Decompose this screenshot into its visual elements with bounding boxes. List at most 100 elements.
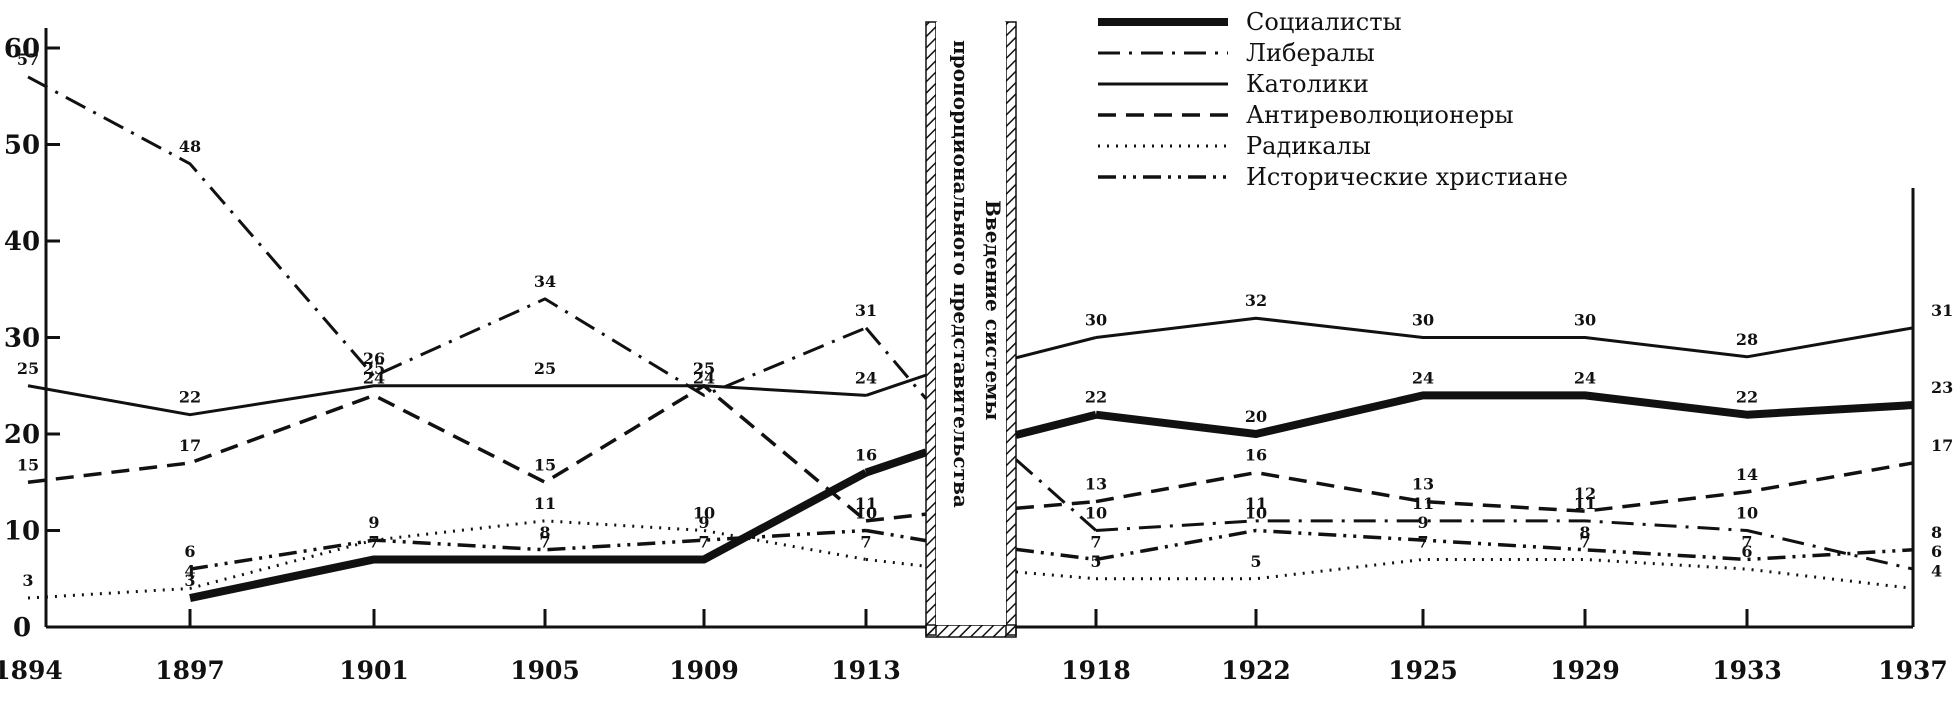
y-tick-label: 40 [4,227,40,257]
data-label: 7 [1090,532,1101,551]
y-tick-label: 30 [4,324,40,354]
data-label: 7 [860,532,871,551]
x-tick-label: 1905 [510,656,580,685]
x-tick-label: 1925 [1388,656,1458,685]
legend-label: Антиреволюционеры [1246,101,1514,129]
data-label: 24 [1412,368,1434,387]
data-label: 17 [1931,436,1953,455]
data-label: 9 [698,513,709,532]
data-label: 24 [363,368,385,387]
data-label: 8 [539,523,550,542]
series-connector-right [1015,458,1097,532]
annotation-line-1: Введение системы [981,200,1005,420]
data-label: 11 [1412,494,1434,513]
data-label: 7 [1741,532,1752,551]
data-label: 32 [1245,291,1267,310]
data-label: 23 [1931,378,1953,397]
x-tick-label: 1909 [669,656,739,685]
data-label: 7 [368,532,379,551]
data-label: 4 [184,561,195,580]
data-label: 13 [1412,475,1434,494]
series-line-2 [27,384,867,417]
data-label: 12 [1574,484,1596,503]
data-label: 10 [693,504,715,523]
data-label: 22 [1085,388,1107,407]
annotation-line-2: пропорционального представительства [949,40,973,508]
y-tick-label: 20 [4,420,40,450]
data-label: 22 [179,388,201,407]
series-connector-right [1015,336,1097,360]
data-label: 25 [17,359,39,378]
annotation-band: Введение системы пропорционального предс… [925,21,1017,638]
series-line-1 [1095,519,1914,571]
data-label: 25 [693,359,715,378]
series-connector-left [865,557,927,568]
data-label: 7 [1579,532,1590,551]
data-label: 10 [1245,504,1267,523]
data-label: 28 [1736,330,1758,349]
x-tick-label: 1913 [831,656,901,685]
data-label: 10 [1085,504,1107,523]
data-label: 7 [698,532,709,551]
series-connector-left [865,373,927,397]
series-line-3 [27,384,868,523]
x-tick-label: 1929 [1550,656,1620,685]
data-label: 57 [17,50,39,69]
series-connector-left [865,528,927,543]
data-label: 13 [1085,475,1107,494]
series-connector-left [864,448,928,477]
data-label: 10 [855,504,877,523]
legend-label: Либералы [1246,39,1375,67]
legend: Социалисты Либералы Католики Антиреволюцион… [1098,8,1568,191]
data-label: 9 [368,513,379,532]
y-tick-label: 60 [4,34,40,64]
data-label: 6 [1931,542,1942,561]
data-label: 30 [1574,311,1596,330]
y-tick-label: 10 [4,517,40,547]
data-label: 10 [1736,504,1758,523]
data-label: 24 [855,368,877,387]
x-tick-label: 1901 [339,656,409,685]
data-label: 6 [1741,542,1752,561]
data-label: 48 [179,137,201,156]
data-label: 11 [534,494,556,513]
data-label: 5 [1090,552,1101,571]
data-label: 22 [1736,388,1758,407]
data-label: 4 [1931,561,1942,580]
annotation-band-left-hatch [925,21,937,636]
data-label: 25 [534,359,556,378]
data-label: 34 [534,272,556,291]
annotation-band-inner [936,22,1006,625]
data-label: 31 [855,301,877,320]
x-tick-label: 1922 [1221,656,1291,685]
data-label: 24 [693,368,715,387]
series-connector-left [865,512,927,523]
legend-label: Социалисты [1246,8,1402,36]
data-label: 25 [693,359,715,378]
annotation-band-bottom-hatch [925,624,1017,638]
series-line-socialists [189,469,868,602]
data-label: 3 [22,571,33,590]
data-label: 7 [539,532,550,551]
series-connector-right [1015,499,1097,511]
series-connector-right [1015,547,1097,562]
data-label: 9 [1417,513,1428,532]
x-tick-label: 1937 [1878,656,1948,685]
x-tick-label: 1933 [1712,656,1782,685]
data-label: 8 [1931,523,1942,542]
legend-label: Исторические христиане [1246,163,1568,191]
data-label: 24 [1574,368,1596,387]
data-label: 8 [1579,523,1590,542]
series-connector-right [1015,410,1097,439]
data-label: 5 [1250,552,1261,571]
legend-label: Католики [1246,70,1369,98]
series-line-4 [1096,557,1914,590]
data-label: 7 [1417,532,1428,551]
series-line-3 [1095,461,1914,513]
legend-label: Радикалы [1246,132,1371,160]
series-line-socialists [1095,391,1914,438]
x-tick-label: 1894 [0,656,63,685]
x-tick-label: 1897 [155,656,225,685]
